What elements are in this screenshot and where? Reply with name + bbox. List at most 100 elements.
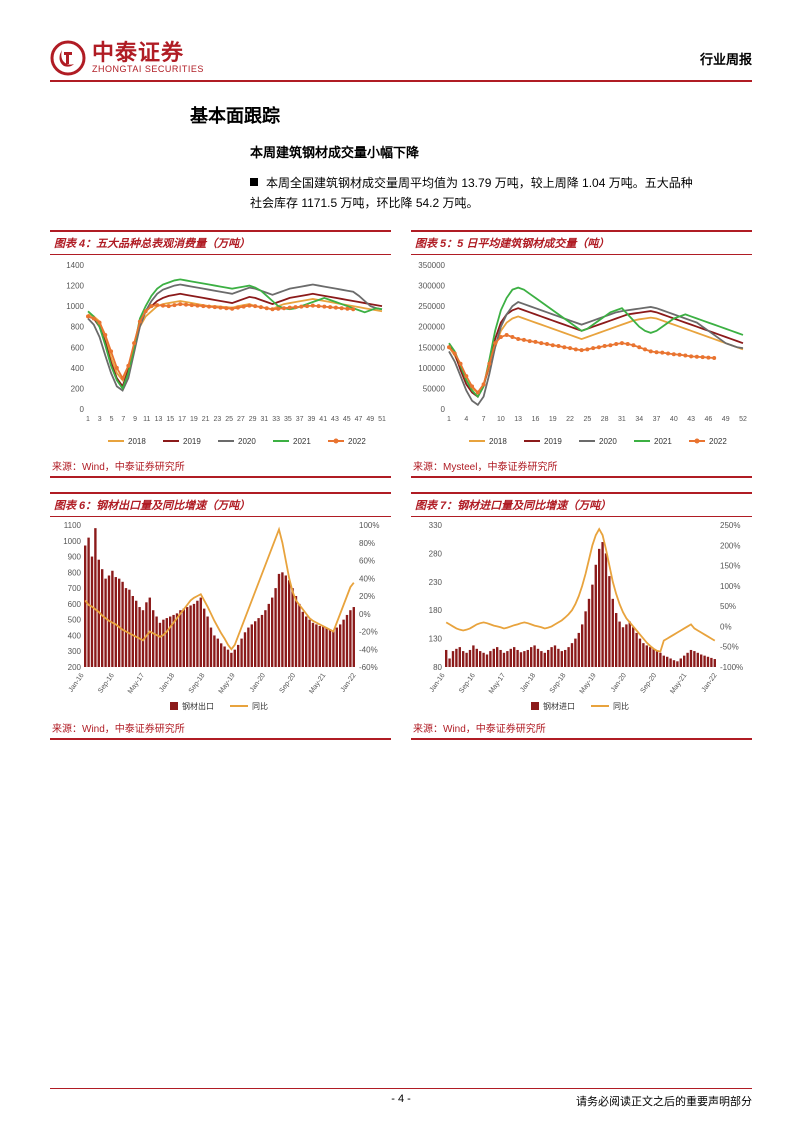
svg-text:Jan-16: Jan-16 [429,672,447,694]
logo-icon [50,40,86,76]
svg-text:Sep-20: Sep-20 [640,672,659,695]
logo: 中泰证券 ZHONGTAI SECURITIES [50,40,204,76]
svg-text:80%: 80% [359,539,375,548]
svg-text:钢材进口: 钢材进口 [543,701,575,711]
svg-text:2020: 2020 [599,437,617,446]
svg-text:May-21: May-21 [308,672,327,695]
svg-text:2021: 2021 [293,437,311,446]
logo-cn-text: 中泰证券 [92,41,204,65]
svg-text:28: 28 [601,416,609,423]
svg-text:1400: 1400 [66,261,84,270]
svg-text:Sep-18: Sep-18 [188,672,207,695]
svg-text:31: 31 [261,416,269,423]
chart-7: 图表 7：钢材进口量及同比增速（万吨） 80130180230280330-10… [411,492,752,740]
svg-text:7: 7 [121,416,125,423]
svg-text:51: 51 [378,416,386,423]
chart-6-title: 图表 6：钢材出口量及同比增速（万吨） [50,492,391,517]
svg-text:Jan-18: Jan-18 [519,672,537,694]
svg-text:280: 280 [429,549,443,558]
svg-text:同比: 同比 [613,701,629,711]
chart-4-source: 来源：Wind，中泰证券研究所 [50,455,391,478]
chart-7-title: 图表 7：钢材进口量及同比增速（万吨） [411,492,752,517]
svg-text:Jan-18: Jan-18 [158,672,176,694]
svg-text:7: 7 [482,416,486,423]
svg-text:2019: 2019 [183,437,201,446]
svg-text:45: 45 [343,416,351,423]
svg-text:350000: 350000 [418,261,445,270]
svg-text:10: 10 [497,416,505,423]
svg-text:16: 16 [532,416,540,423]
svg-text:0: 0 [441,405,446,414]
svg-text:3: 3 [98,416,102,423]
svg-text:2021: 2021 [654,437,672,446]
svg-text:1000: 1000 [63,537,81,546]
svg-text:15: 15 [166,416,174,423]
page-number: - 4 - [391,1093,411,1105]
svg-text:0%: 0% [359,610,371,619]
chart-5-svg: 0500001000001500002000002500003000003500… [411,255,751,455]
svg-text:400: 400 [71,364,85,373]
chart-7-source: 来源：Wind，中泰证券研究所 [411,717,752,740]
svg-text:50%: 50% [720,602,736,611]
svg-text:Jan-20: Jan-20 [249,672,267,694]
svg-text:9: 9 [133,416,137,423]
chart-4: 图表 4：五大品种总表观消费量（万吨） 02004006008001000120… [50,230,391,478]
svg-text:May-19: May-19 [218,672,237,695]
svg-text:200%: 200% [720,541,740,550]
svg-text:47: 47 [355,416,363,423]
svg-text:May-19: May-19 [579,672,598,695]
section-title: 基本面跟踪 [190,102,752,128]
svg-text:35: 35 [284,416,292,423]
chart-5-source: 来源：Mysteel，中泰证券研究所 [411,455,752,478]
svg-text:31: 31 [618,416,626,423]
footer: - 4 - 请务必阅读正文之后的重要声明部分 [50,1088,752,1109]
svg-text:130: 130 [429,634,443,643]
svg-text:100%: 100% [359,521,379,530]
svg-text:600: 600 [68,600,82,609]
svg-text:150000: 150000 [418,343,445,352]
charts-grid: 图表 4：五大品种总表观消费量（万吨） 02004006008001000120… [50,230,752,740]
svg-text:2018: 2018 [128,437,146,446]
svg-text:21: 21 [202,416,210,423]
svg-text:1: 1 [86,416,90,423]
svg-text:180: 180 [429,606,443,615]
svg-text:May-21: May-21 [669,672,688,695]
svg-text:150%: 150% [720,561,740,570]
svg-text:1200: 1200 [66,281,84,290]
chart-7-svg: 80130180230280330-100%-50%0%50%100%150%2… [411,517,751,717]
svg-text:40: 40 [670,416,678,423]
svg-text:-50%: -50% [720,642,739,651]
svg-text:200000: 200000 [418,322,445,331]
svg-text:19: 19 [190,416,198,423]
svg-text:Sep-20: Sep-20 [279,672,298,695]
svg-text:22: 22 [566,416,574,423]
svg-text:33: 33 [272,416,280,423]
svg-text:Jan-22: Jan-22 [340,672,358,694]
chart-6-source: 来源：Wind，中泰证券研究所 [50,717,391,740]
svg-text:Jan-20: Jan-20 [610,672,628,694]
svg-text:17: 17 [178,416,186,423]
svg-text:60%: 60% [359,556,375,565]
svg-text:800: 800 [68,568,82,577]
svg-text:49: 49 [366,416,374,423]
svg-text:23: 23 [213,416,221,423]
svg-text:43: 43 [687,416,695,423]
svg-text:13: 13 [155,416,163,423]
body-paragraph: 本周全国建筑钢材成交量周平均值为 13.79 万吨，较上周降 1.04 万吨。五… [250,173,702,214]
subtitle: 本周建筑钢材成交量小幅下降 [250,142,752,161]
svg-text:5: 5 [110,416,114,423]
svg-text:43: 43 [331,416,339,423]
svg-text:300000: 300000 [418,281,445,290]
svg-text:钢材出口: 钢材出口 [182,701,214,711]
svg-text:100000: 100000 [418,364,445,373]
svg-text:100%: 100% [720,582,740,591]
page-header: 中泰证券 ZHONGTAI SECURITIES 行业周报 [50,40,752,82]
svg-text:2018: 2018 [489,437,507,446]
svg-text:May-17: May-17 [488,672,507,695]
svg-text:330: 330 [429,521,443,530]
chart-6: 图表 6：钢材出口量及同比增速（万吨） 20030040050060070080… [50,492,391,740]
svg-text:49: 49 [722,416,730,423]
svg-text:200: 200 [68,663,82,672]
svg-text:-100%: -100% [720,663,743,672]
svg-text:800: 800 [71,322,85,331]
